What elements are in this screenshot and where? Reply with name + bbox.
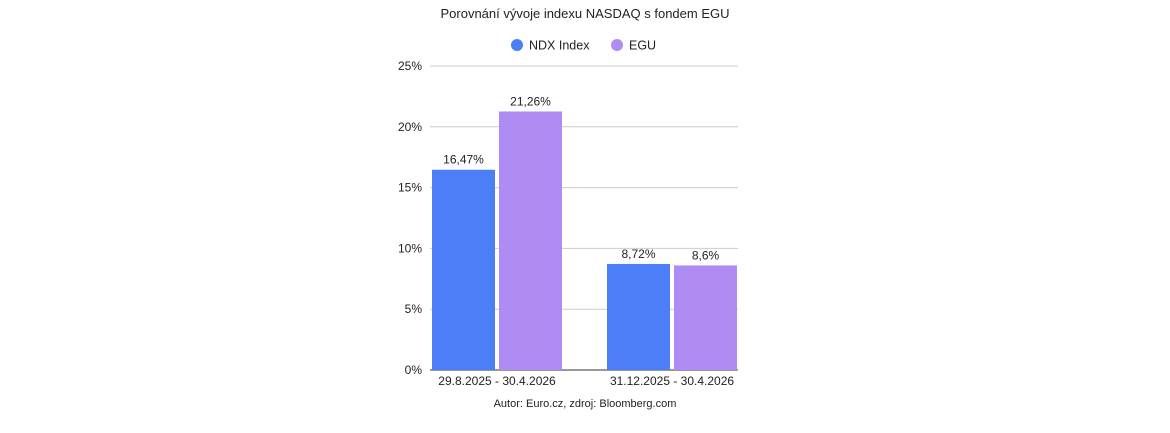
x-tick-label: 29.8.2025 - 30.4.2026 xyxy=(438,374,556,388)
data-label: 16,47% xyxy=(443,153,484,167)
y-tick-label: 25% xyxy=(398,59,422,73)
bar-egu-1 xyxy=(674,265,737,370)
source-note: Autor: Euro.cz, zdroj: Bloomberg.com xyxy=(494,398,677,410)
bar-egu-0 xyxy=(499,111,562,371)
legend-label: EGU xyxy=(629,39,656,53)
y-tick-label: 10% xyxy=(398,241,422,255)
y-tick-label: 5% xyxy=(405,302,423,316)
data-label: 8,6% xyxy=(692,248,720,262)
legend: NDX Index EGU xyxy=(511,39,656,53)
legend-label: NDX Index xyxy=(529,39,590,53)
bars xyxy=(432,111,737,371)
y-axis-tick-labels: 0% 5% 10% 15% 20% 25% xyxy=(398,59,422,377)
data-label: 8,72% xyxy=(621,247,655,261)
data-label: 21,26% xyxy=(510,94,551,108)
chart-title: Porovnání vývoje indexu NASDAQ s fondem … xyxy=(440,6,729,21)
y-tick-label: 0% xyxy=(405,363,423,377)
y-tick-label: 20% xyxy=(398,120,422,134)
x-tick-label: 31.12.2025 - 30.4.2026 xyxy=(610,374,734,388)
bar-ndx-index-0 xyxy=(432,169,495,370)
legend-swatch xyxy=(611,39,623,51)
x-axis-tick-labels: 29.8.2025 - 30.4.2026 31.12.2025 - 30.4.2… xyxy=(438,374,734,388)
bar-ndx-index-1 xyxy=(607,263,670,370)
legend-swatch xyxy=(511,39,523,51)
y-tick-label: 15% xyxy=(398,181,422,195)
data-labels: 16,47% 21,26% 8,72% 8,6% xyxy=(443,94,719,262)
